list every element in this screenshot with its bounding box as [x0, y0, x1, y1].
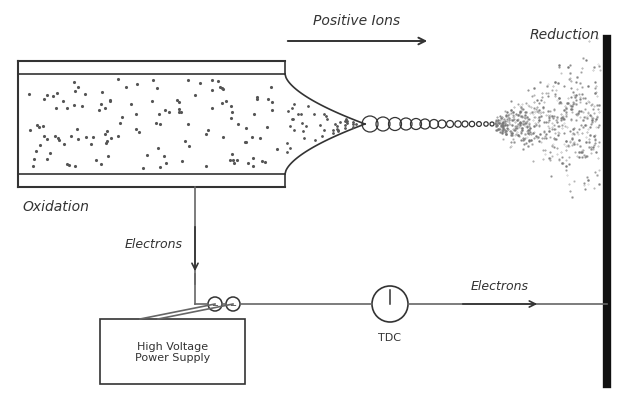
Text: −: − — [229, 301, 237, 310]
Text: High Voltage
Power Supply: High Voltage Power Supply — [135, 341, 210, 362]
Text: Positive Ions: Positive Ions — [313, 14, 400, 28]
Circle shape — [372, 286, 408, 322]
Circle shape — [208, 297, 222, 311]
Text: Oxidation: Oxidation — [22, 200, 89, 213]
Circle shape — [226, 297, 240, 311]
Text: Reduction: Reduction — [530, 28, 600, 42]
Text: −: − — [211, 301, 219, 310]
Bar — [100, 319, 245, 384]
Text: Electrons: Electrons — [125, 238, 183, 251]
Text: Electrons: Electrons — [471, 279, 529, 292]
Text: TDC: TDC — [378, 332, 402, 342]
